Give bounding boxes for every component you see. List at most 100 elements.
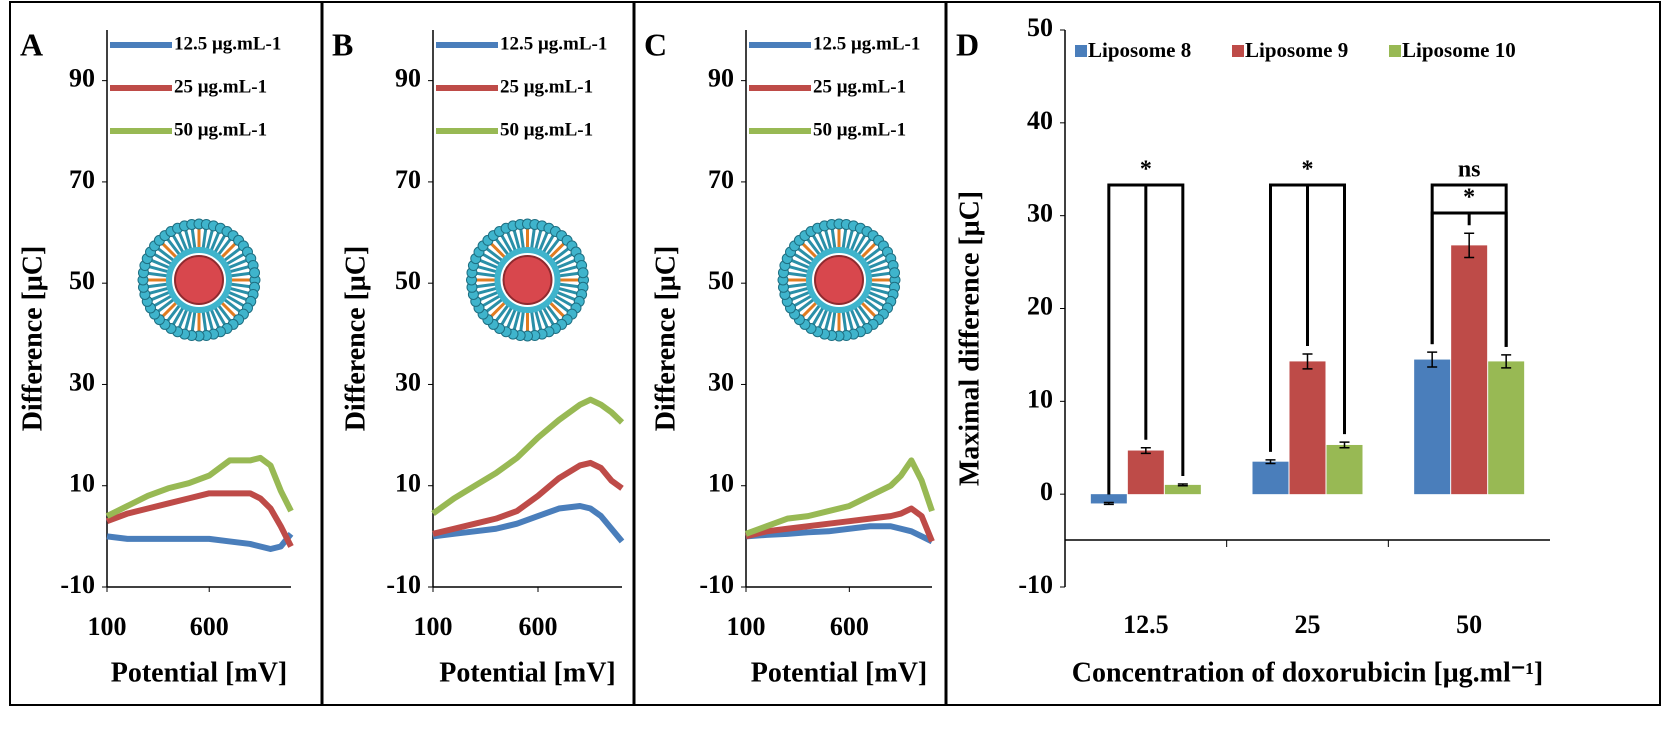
lipid-tail [481,293,503,308]
lipid-tail [212,305,227,326]
y-axis-title: Difference [μC] [650,246,681,432]
legend-label: 25 μg.mL-1 [813,76,906,97]
lipid-tail [554,258,577,270]
error-bar [1501,354,1512,369]
y-tick-label: 10 [1027,384,1053,413]
lipid-tail [788,265,811,274]
lipid-tail [147,271,170,278]
bar [1252,461,1289,495]
legend-label: Liposome 10 [1402,38,1516,62]
lipid-tail [849,307,861,329]
lipid-tail [228,271,251,278]
lipid-tail [228,282,251,289]
y-tick-label: 30 [395,367,421,396]
lipid-tail [544,237,561,258]
lipid-tail [817,231,829,253]
line-series [745,523,934,545]
lipid-tail [506,307,518,329]
y-tick-label: 0 [1040,477,1053,506]
lipid-tail [547,300,566,318]
lipid-tail [796,247,817,263]
x-axis-title: Potential [mV] [751,657,928,688]
y-tick-label: -10 [386,570,421,599]
lipid-tail [190,228,197,251]
y-tick-label: 50 [708,266,734,295]
lipid-tail [177,231,189,253]
inner-layer [166,247,232,313]
lipid-tail [184,308,193,331]
y-axis-title: Difference [μC] [340,246,371,432]
lipid-head [889,267,901,279]
error-bar [1140,447,1151,455]
lipid-tail [824,308,833,331]
y-tick-label: 70 [395,165,421,194]
lipid-tail [494,302,511,323]
y-tick-label: 40 [1027,106,1053,135]
lipid-tail [859,242,877,260]
bar [1414,359,1451,495]
lipid-tail [552,293,574,308]
lipid-tail [852,234,867,255]
lipid-tail [212,234,227,255]
lipid-tail [859,300,877,318]
y-tick-label: -10 [1018,570,1053,599]
error-bar [1302,353,1313,370]
lipid-tail [529,228,536,251]
lipid-tail [209,231,221,253]
lipid-tail [861,247,882,263]
lipid-tail [476,286,499,295]
legend-label: 50 μg.mL-1 [500,119,593,140]
lipid-tail [541,234,555,255]
lipid-tail [219,300,237,318]
legend-swatch [1075,45,1087,57]
lipid-tail [550,247,570,263]
lipid-tail [547,242,566,260]
lipid-tail [216,302,232,323]
lipid-tail [849,231,861,253]
lipid-tail [868,271,891,278]
lipid-tail [500,234,514,255]
bar [1090,494,1127,504]
lipid-tail [557,271,580,278]
x-tick-label: 100 [727,612,766,641]
y-tick-label: 90 [395,64,421,93]
y-tick-label: 10 [708,469,734,498]
bar [1326,444,1363,495]
lipid-tail [221,247,242,263]
error-bar [1427,351,1438,368]
lipid-tail [806,237,822,258]
lipid-tail [866,290,888,302]
x-tick-label: 600 [830,612,869,641]
lipid-tail [852,305,867,326]
lipid-tail [830,309,837,332]
panel-label: B [332,26,353,62]
lipid-tail [150,290,172,302]
lipid-tail [856,237,872,258]
lipid-tail [787,282,810,289]
bar [1488,361,1525,495]
significance-bracket [1269,183,1346,452]
lipid-tail [478,290,501,302]
lipid-tail [171,234,186,255]
y-axis-title: Difference [μC] [17,246,48,432]
lipid-tail [867,286,890,295]
lipid-tail [864,252,885,267]
significance-label: * [1140,157,1152,183]
lipid-tail [489,300,508,318]
lipid-tail [184,229,193,252]
x-tick-label: 100 [88,612,127,641]
lipid-tail [153,293,174,308]
lipid-tail [550,297,570,313]
significance-label: * [1302,157,1314,183]
lipid-tail [811,305,826,326]
legend-label: 12.5 μg.mL-1 [500,33,607,54]
lipid-tail [541,305,555,326]
y-tick-label: -10 [60,570,95,599]
lipid-tail [226,258,248,270]
y-tick-label: 10 [69,469,95,498]
lipid-tail [845,229,854,252]
legend-label: 12.5 μg.mL-1 [174,33,281,54]
lipid-tail [519,228,526,251]
legend-label: 50 μg.mL-1 [174,119,267,140]
lipid-tail [824,229,833,252]
